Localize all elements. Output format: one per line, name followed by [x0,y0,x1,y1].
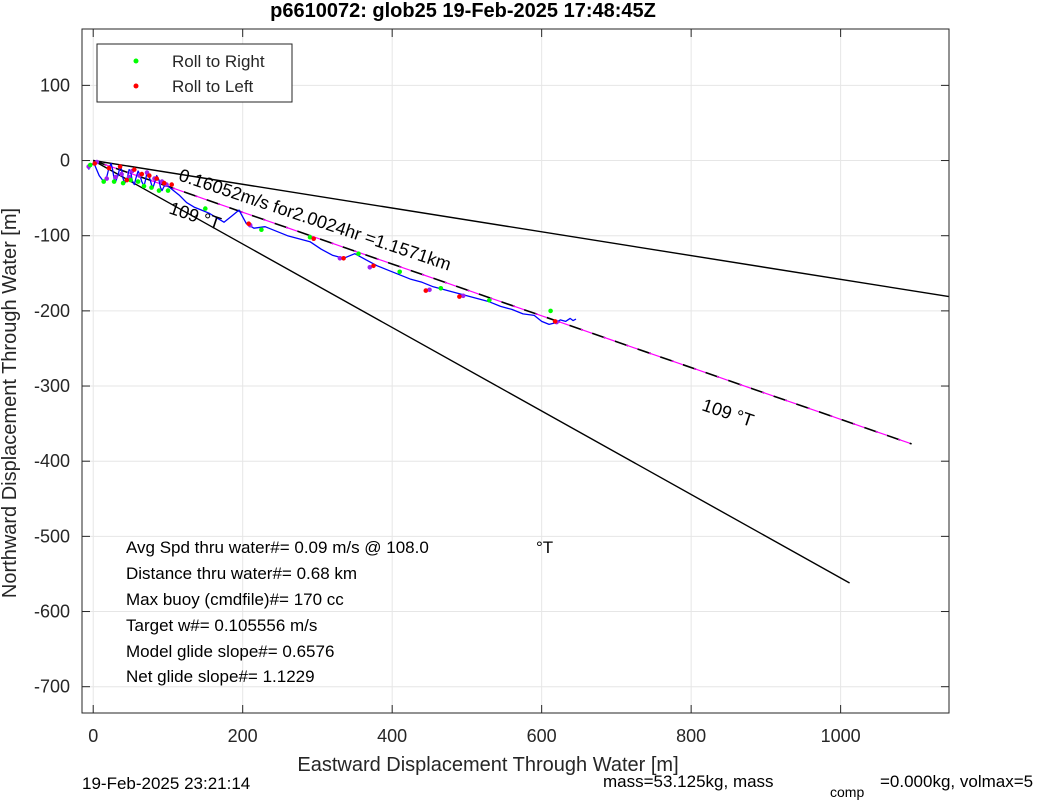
marker-point [104,176,109,181]
y-tick-label: -100 [34,226,70,246]
y-axis-label: Northward Displacement Through Water [m] [0,208,21,598]
y-tick-label: 0 [60,151,70,171]
stat-distance-label: Distance thru water#= [126,564,292,583]
stat-max-buoy-label: Max buoy (cmdfile)#= [126,590,289,609]
footer-mass-rest: =0.000kg, volmax=5 [880,772,1033,791]
stat-model-glide-label: Model glide slope#= [126,642,278,661]
roll-right-point [101,179,106,184]
roll-left-point [92,161,97,166]
x-tick-label: 1000 [821,726,861,746]
roll-right-point [165,188,171,193]
roll-right-point [111,179,117,184]
roll-right-point [156,188,162,193]
roll-right-point [128,177,133,183]
roll-left-point [169,182,174,187]
roll-left-point [124,177,130,183]
stat-avg-speed-value: 0.09 m/s @ 108.0 [290,538,429,557]
stat-avg-speed-unit: °T [536,538,553,557]
stat-distance: Distance thru water#= 0.68 km [126,564,357,583]
x-tick-label: 600 [527,726,557,746]
marker-point [367,265,373,270]
axis-ticks: 0 200 400 600 800 10001000-100-200-300-400-50… [34,29,949,746]
roll-right-point [120,180,126,186]
marker-point [119,171,124,177]
roll-right-point [356,251,361,256]
roll-left-point [154,176,159,181]
roll-left-point [341,255,346,261]
roll-right-point [307,234,313,240]
legend-box [96,43,293,103]
stat-net-glide-value: 1.1229 [258,667,315,686]
roll-right-point [487,298,492,303]
x-axis-label: Eastward Displacement Through Water [m] [297,754,678,776]
roll-right-point [548,308,553,314]
x-tick-label: 400 [377,726,407,746]
y-tick-label: -300 [34,376,70,396]
x-tick-label: 200 [228,726,258,746]
roll-left-point [371,263,376,269]
stat-model-glide-value: 0.6576 [278,642,335,661]
roll-left-point [132,167,137,172]
legend-label-roll-right: Roll to Right [172,52,265,71]
legend: Roll to Right Roll to Left [96,43,293,103]
roll-right-point [141,183,147,189]
roll-right-point [135,179,141,184]
marker-point [337,255,343,261]
roll-right-point [259,227,264,232]
stat-max-buoy: Max buoy (cmdfile)#= 170 cc [126,590,344,609]
roll-right-point [87,162,93,168]
stat-target-w-value: 0.105556 m/s [210,616,318,635]
stat-max-buoy-value: 170 cc [289,590,344,609]
heading-dashed-line [92,159,912,445]
legend-marker-roll-right [133,58,139,64]
stat-avg-speed-label: Avg Spd thru water#= [126,538,290,557]
stat-distance-value: 0.68 km [292,564,357,583]
footer-mass-subscript: comp [830,784,864,800]
roll-left-point [311,236,317,241]
chart-lines [92,159,950,584]
roll-left-point [552,319,558,324]
stat-net-glide: Net glide slope#= 1.1229 [126,667,315,686]
stat-avg-speed: Avg Spd thru water#= 0.09 m/s @ 108.0 [126,538,429,557]
roll-left-point [161,180,167,186]
marker-point [113,174,118,180]
chart-title: p6610072: glob25 19-Feb-2025 17:48:45Z [270,0,656,22]
roll-left-point [139,171,145,177]
roll-left-point [117,164,123,169]
bearing-line [93,159,950,298]
footer-mass: mass=53.125kg, mass [603,772,774,791]
roll-left-point [147,173,152,178]
marker-point [427,287,432,293]
legend-marker-roll-left [133,83,139,89]
roll-left-point [106,165,112,171]
bearing-line [92,159,850,584]
roll-right-point [203,206,208,211]
stat-target-w-label: Target w#= [126,616,210,635]
marker-layer [86,159,559,325]
y-tick-label: -400 [34,451,70,471]
stat-model-glide: Model glide slope#= 0.6576 [126,642,334,661]
y-tick-label: -500 [34,526,70,546]
roll-right-point [397,269,403,275]
roll-right-point [438,286,444,291]
x-tick-label: 0 [88,726,98,746]
plot-area-border [81,28,950,714]
stats-block: Avg Spd thru water#= 0.09 m/s @ 108.0 °T… [126,538,553,686]
y-tick-label: 100 [40,75,70,95]
x-tick-label: 800 [676,726,706,746]
roll-left-point [457,294,462,299]
legend-label-roll-left: Roll to Left [172,77,254,96]
roll-left-point [423,288,429,293]
marker-point [460,293,466,299]
y-tick-label: -600 [34,602,70,622]
roll-left-point [246,221,251,226]
footer-timestamp: 19-Feb-2025 23:21:14 [82,774,250,793]
stat-net-glide-label: Net glide slope#= [126,667,258,686]
stat-target-w: Target w#= 0.105556 m/s [126,616,317,635]
roll-right-point [149,185,154,190]
y-tick-label: -200 [34,301,70,321]
y-tick-label: -700 [34,677,70,697]
